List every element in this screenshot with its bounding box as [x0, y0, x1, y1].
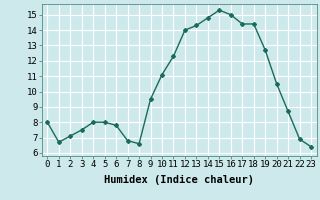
X-axis label: Humidex (Indice chaleur): Humidex (Indice chaleur) [104, 175, 254, 185]
